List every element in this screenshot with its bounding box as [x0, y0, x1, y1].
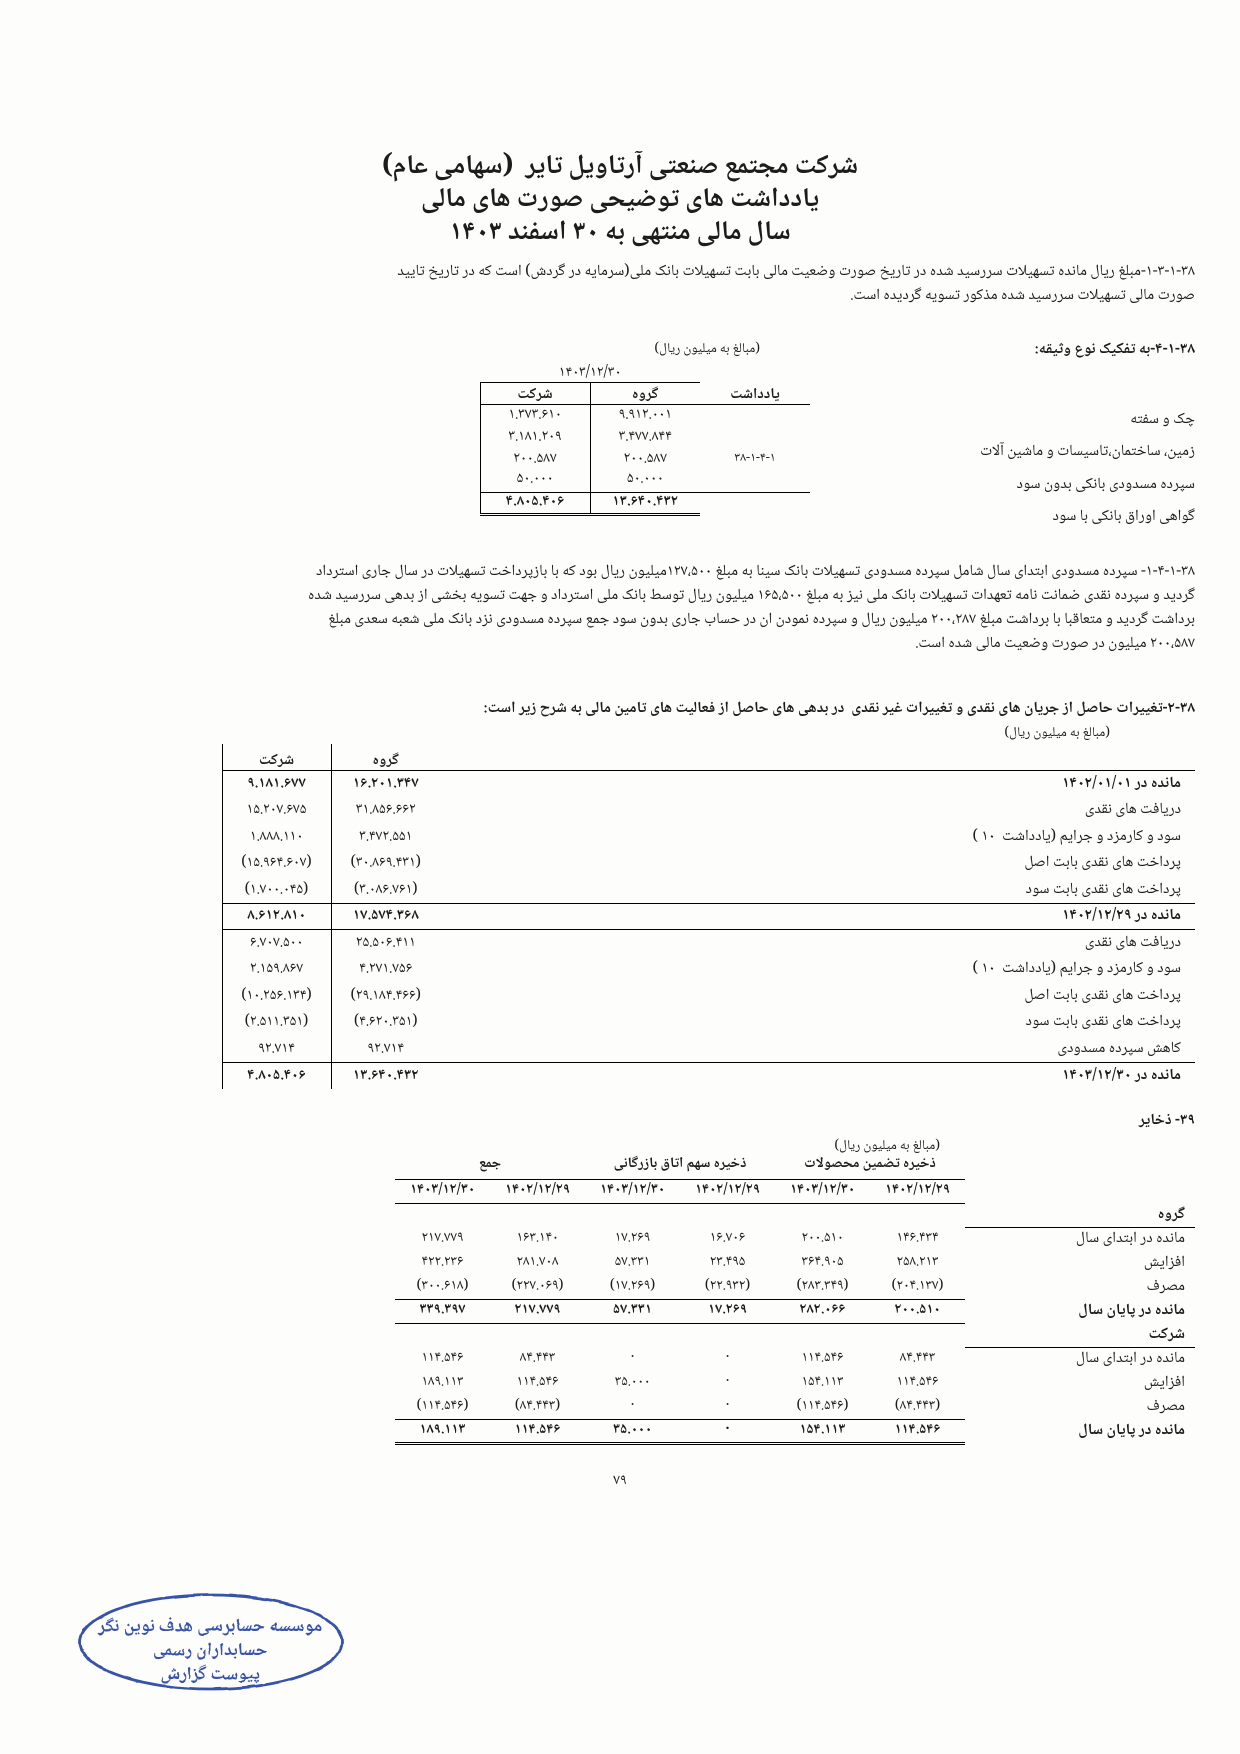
svg-text:پیوست گزارش: پیوست گزارش — [161, 1661, 260, 1691]
